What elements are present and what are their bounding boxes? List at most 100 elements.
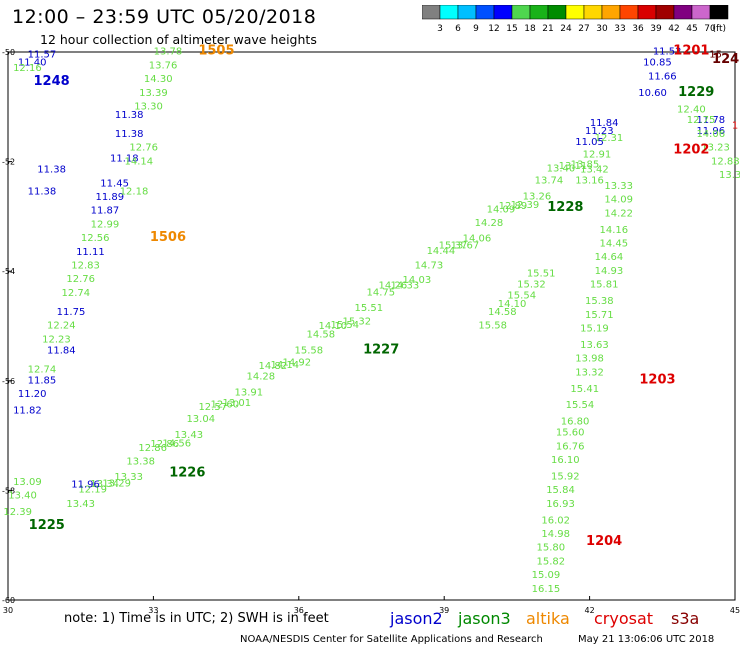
s3a-value: 15	[709, 49, 722, 60]
jason3-value: 13.40	[8, 491, 37, 502]
jason2-value: 10.85	[643, 58, 672, 69]
color-scale-legend: 3 6 9 12 15 18 21 24 27 30 33 36 39 42 45 70(ft)	[422, 5, 729, 34]
diagonal-track-value: 15.51	[355, 303, 384, 314]
jason3-value: 12.76	[129, 143, 158, 154]
jason2-value: 11.85	[28, 376, 57, 387]
diagonal-track-value: 13.43	[174, 430, 203, 441]
jason3-pass-id: 1225	[29, 518, 65, 533]
jason2-value: 11.52	[653, 47, 682, 58]
jason3-value: 15.58	[478, 321, 507, 332]
diagonal-track-value: 14.03	[403, 275, 432, 286]
diagonal-track-value: 14.92	[282, 357, 311, 368]
diagonal-track-value: 14.28	[246, 372, 275, 383]
jason3-value: 15.82	[537, 556, 566, 567]
jason3-value: 15.09	[532, 570, 561, 581]
jason3-value: 14.06	[696, 129, 725, 140]
s3a-pass-id: 1247	[712, 52, 740, 67]
jason2-value: 11.38	[115, 110, 144, 121]
x-tick-label: 36	[294, 606, 304, 615]
scale-label: 18	[524, 24, 536, 34]
jason2-value: 11.05	[575, 137, 604, 148]
jason3-value: 13.33	[604, 181, 633, 192]
jason3-value: 13.09	[13, 477, 42, 488]
plot-frame	[7, 51, 736, 601]
cryosat-value: 1	[732, 121, 738, 132]
diagonal-track-value: 12.31	[595, 133, 624, 144]
diagonal-track-value: 14.44	[427, 246, 456, 257]
diagonal-track-value: 13.34	[90, 479, 119, 490]
altika-pass-id: 1505	[198, 44, 234, 59]
diagonal-track-value: 14.06	[463, 233, 492, 244]
y-tick-label: -52	[2, 158, 15, 167]
jason3-value: 14.58	[488, 307, 517, 318]
cryosat-pass-id: 1203	[639, 373, 675, 388]
diagonal-track-value: 13.40	[547, 164, 576, 175]
diagonal-track-value: 13.38	[126, 456, 155, 467]
jason2-value: 11.57	[28, 49, 57, 60]
scale-label: 27	[578, 24, 589, 34]
jason3-value: 15.84	[546, 485, 575, 496]
scale-label: 24	[560, 24, 572, 34]
satellite-label: jason3	[458, 609, 511, 628]
jason3-value: 12.16	[13, 63, 42, 74]
x-tick-label: 39	[439, 606, 449, 615]
jason3-value: 14.22	[604, 208, 633, 219]
jason3-value: 14.14	[125, 156, 154, 167]
diagonal-track-value: 13.29	[102, 479, 131, 490]
jason3-value: 16.93	[546, 499, 575, 510]
diagonal-track-value: 15.54	[331, 320, 360, 331]
page-title: 12:00 – 23:59 UTC 05/20/2018	[12, 6, 317, 28]
jason3-value: 16.02	[541, 515, 570, 526]
jason3-value: 12.74	[62, 288, 91, 299]
jason3-value: 14.45	[600, 239, 629, 250]
jason3-value: 12.39	[3, 507, 32, 518]
diagonal-track-value: 14.75	[367, 288, 396, 299]
jason2-value: 11.78	[696, 115, 725, 126]
satellite-label: s3a	[671, 609, 700, 628]
scale-label: 33	[614, 24, 625, 34]
jason2-value: 10.60	[638, 88, 667, 99]
diagonal-track-value: 13.67	[451, 240, 480, 251]
jason3-value: 13.16	[575, 176, 604, 187]
x-tick-label: 30	[3, 606, 13, 615]
jason3-value: 12.40	[677, 104, 706, 115]
jason3-value: 13.78	[154, 47, 183, 58]
jason2-value: 11.82	[13, 406, 42, 417]
diagonal-track-value: 14.26	[379, 281, 408, 292]
scale-unit: (ft)	[712, 24, 726, 34]
diagonal-track-value: 13.26	[523, 191, 552, 202]
jason3-value: 16.76	[556, 441, 585, 452]
jason3-value: 12.18	[120, 186, 149, 197]
jason2-value: 11.75	[57, 307, 86, 318]
jason2-value: 11.18	[110, 154, 139, 165]
diagonal-track-value: 13.33	[114, 472, 143, 483]
diagonal-track-value: 12.86	[150, 439, 179, 450]
jason3-value: 16.15	[532, 584, 561, 595]
jason2-value: 11.23	[585, 126, 614, 137]
diagonal-track-value: 12.57	[198, 402, 227, 413]
diagonal-track-value: 12.39	[511, 200, 540, 211]
jason3-value: 14.30	[144, 74, 173, 85]
scale-label: 39	[650, 24, 662, 34]
scale-label: 6	[455, 24, 461, 34]
jason2-value: 11.87	[91, 206, 120, 217]
jason3-value: 12.23	[42, 334, 71, 345]
satellite-label: jason2	[390, 609, 443, 628]
jason2-value: 11.45	[100, 178, 129, 189]
jason2-value: 11.20	[18, 389, 47, 400]
y-tick-label: -50	[2, 48, 15, 57]
jason3-value: 13.23	[701, 143, 730, 154]
jason2-value: 11.84	[47, 345, 76, 356]
jason3-value: 12.76	[66, 274, 95, 285]
jason3-pass-id: 1228	[547, 200, 583, 215]
jason3-value: 13.63	[580, 340, 609, 351]
scale-label: 45	[686, 24, 697, 34]
diagonal-track-value: 13.74	[535, 175, 564, 186]
x-tick-label: 42	[585, 606, 595, 615]
scale-label: 70	[704, 24, 716, 34]
jason3-value: 15.54	[566, 400, 595, 411]
scale-label: 21	[542, 24, 553, 34]
jason2-value: 11.38	[28, 186, 57, 197]
jason3-value: 15.80	[537, 543, 566, 554]
jason2-value: 11.96	[696, 126, 725, 137]
